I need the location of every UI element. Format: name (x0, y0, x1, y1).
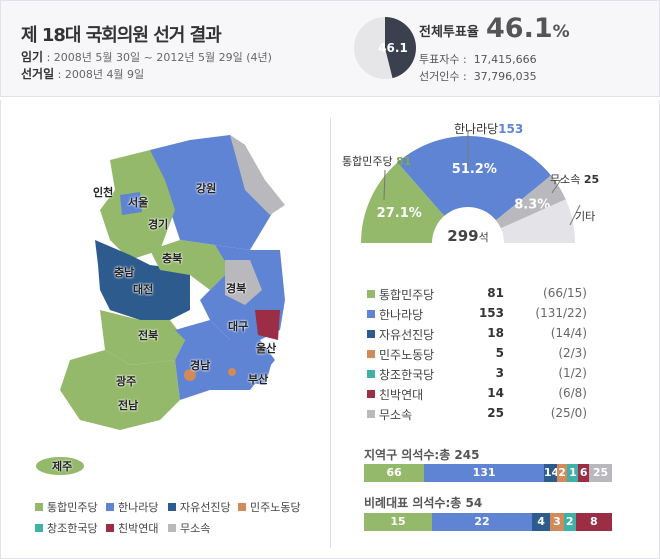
region-gyeongbuk-ind (225, 260, 262, 305)
hemicycle-segment-gnp (397, 136, 552, 221)
region-jeonbuk (100, 310, 185, 365)
region-chungnam (95, 240, 190, 320)
leader-line (569, 204, 581, 226)
map-label-gwangju: 광주 (116, 375, 137, 388)
map-legend-gnp: 한나라당 (106, 499, 158, 515)
map-legend-dp: 통합민주당 (35, 499, 98, 515)
map-label-jeju: 제주 (52, 460, 73, 473)
region-busan (245, 360, 272, 385)
bar-segment-gnp: 22 (432, 513, 532, 531)
header: 제 18대 국회의원 선거 결과 임기 : 2008년 5월 30일 ~ 201… (0, 0, 660, 97)
map-legend-ind: 무소속 (168, 520, 210, 536)
map-label-jeonbuk: 전북 (138, 329, 159, 342)
proportional-bar: 15 22 4 3 2 8 (364, 513, 612, 531)
map-label-chungnam: 충남 (114, 266, 135, 279)
proportional-title: 비례대표 의석수:총 54 (364, 496, 483, 510)
map-label-gangwon: 강원 (196, 182, 217, 195)
hemicycle-pct-dp: 27.1% (377, 206, 422, 221)
region-jeju (36, 457, 84, 475)
bar-segment-ckp: 2 (563, 513, 576, 531)
leader-line (383, 169, 386, 201)
legend-swatch (367, 290, 375, 298)
legend-swatch (367, 370, 375, 378)
seat-legend-row: 한나라당 153 (131/22) (367, 306, 592, 324)
district-title: 지역구 의석수:총 245 (364, 448, 480, 462)
leader-line (551, 177, 563, 194)
legend-swatch (367, 390, 375, 398)
legend-swatch (367, 330, 375, 338)
bar-segment-pp: 6 (578, 464, 590, 482)
svg-text:46.1: 46.1 (378, 41, 408, 55)
map-label-chungbuk: 충북 (162, 252, 183, 265)
seat-legend-row: 무소속 25 (25/0) (367, 406, 592, 424)
map-label-incheon: 인천 (93, 186, 114, 199)
map-legend-ckp: 창조한국당 (35, 520, 98, 536)
map-label-gyeongbuk: 경북 (226, 282, 247, 295)
map-label-busan: 부산 (248, 373, 269, 386)
map-label-seoul: 서울 (128, 196, 149, 209)
bar-segment-dlp: 2 (556, 464, 568, 482)
seat-legend-row: 자유선진당 18 (14/4) (367, 326, 592, 344)
bar-segment-lfp: 14 (543, 464, 557, 482)
map-legend-pp: 친박연대 (106, 520, 158, 536)
map-legend-dlp: 민주노동당 (238, 499, 301, 515)
bar-segment-pp: 8 (575, 513, 612, 531)
map-label-daegu: 대구 (228, 320, 249, 333)
bar-segment-dp: 66 (364, 464, 425, 482)
map-legend-lfp: 자유선진당 (168, 499, 231, 515)
bar-segment-gnp: 131 (424, 464, 544, 482)
bar-segment-ckp: 1 (567, 464, 579, 482)
region-gangwon-east (230, 135, 285, 215)
region-seoul (120, 192, 142, 215)
map-label-gyeongnam: 경남 (190, 359, 211, 372)
total-seats: 299석 (447, 227, 488, 245)
hemi-label-dp: 통합민주당 81 (342, 155, 412, 168)
seat-legend-row: 통합민주당 81 (66/15) (367, 286, 592, 304)
hemi-label-gnp: 한나라당153 (454, 122, 524, 136)
page-title: 제 18대 국회의원 선거 결과 (21, 25, 222, 46)
hemi-label-etc: 기타 (575, 210, 596, 223)
seat-legend-row: 창조한국당 3 (1/2) (367, 366, 592, 384)
turnout-value: 46.1% (486, 13, 570, 44)
voters: 투표자수 : 17,415,666 (419, 53, 537, 66)
district-bar: 66 131 14 2 1 6 25 (364, 464, 612, 482)
bar-segment-dlp: 3 (550, 513, 564, 531)
map-label-jeonnam: 전남 (118, 399, 139, 412)
seat-legend-row: 민주노동당 5 (2/3) (367, 346, 592, 364)
legend-swatch (367, 350, 375, 358)
hemicycle-pct-gnp: 51.2% (452, 162, 497, 177)
seat-legend-row: 친박연대 14 (6/8) (367, 386, 592, 404)
seat-hemicycle: 27.1% 51.2% 8.3% 299석 (361, 131, 581, 245)
hemicycle-segment-ind (495, 175, 566, 229)
legend-swatch (367, 410, 375, 418)
bar-segment-dp: 15 (364, 513, 433, 531)
bar-segment-ind: 25 (589, 464, 612, 482)
hemicycle-segment-etc (500, 199, 575, 243)
korea-map (36, 135, 285, 475)
map-label-gyeonggi: 경기 (148, 218, 169, 231)
electors: 선거인수 : 37,796,035 (419, 70, 537, 83)
map-label-daejeon: 대전 (133, 283, 154, 296)
divider (330, 118, 331, 548)
hemicycle-pct-ind: 8.3% (514, 197, 550, 212)
hemi-label-ind: 무소속 25 (550, 173, 600, 186)
region-ulsan (255, 310, 280, 340)
region-jeonnam (60, 350, 180, 430)
region-chungbuk (150, 240, 230, 290)
legend-swatch (367, 310, 375, 318)
turnout-pie: 46.1 (354, 17, 416, 79)
election-date: 선거일 : 2008년 4월 9일 (21, 67, 145, 81)
term: 임기 : 2008년 5월 30일 ~ 2012년 5월 29일 (4년) (21, 50, 272, 64)
turnout-label: 전체투표율 (419, 25, 479, 40)
hemicycle-segment-dp (361, 162, 445, 243)
map-label-ulsan: 울산 (256, 342, 277, 355)
bar-segment-lfp: 4 (532, 513, 551, 531)
